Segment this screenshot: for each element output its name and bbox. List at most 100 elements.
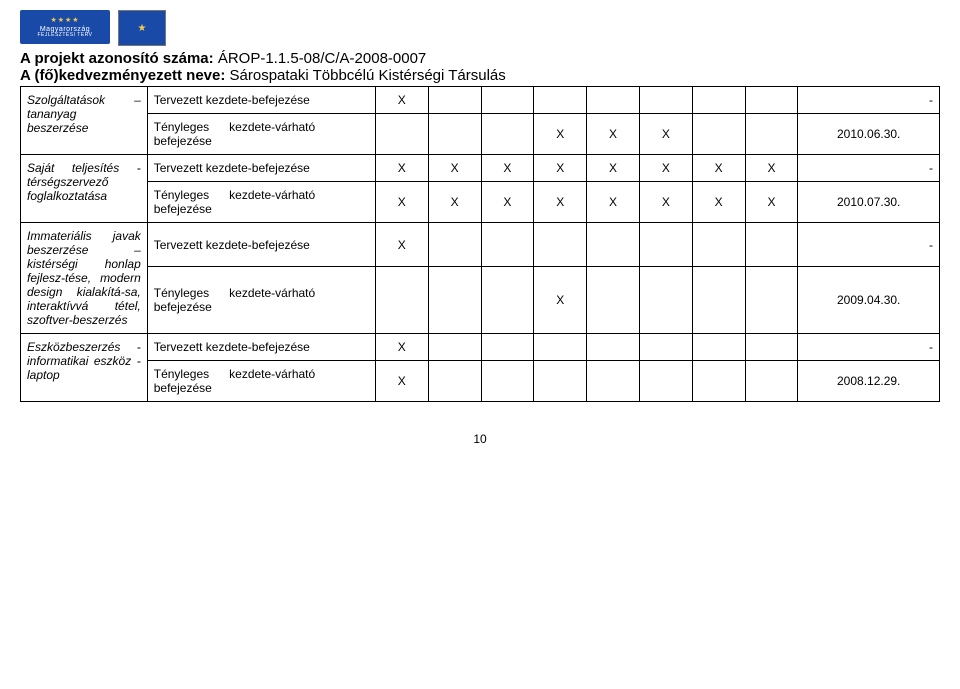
tick-cell xyxy=(745,223,798,267)
actual-label: Tényleges kezdete-várható befejezése xyxy=(147,361,375,402)
tick-cell: X xyxy=(534,155,587,182)
tick-cell xyxy=(692,223,745,267)
actual-mid: kezdete-várható xyxy=(229,188,315,202)
table-row: Tényleges kezdete-várható befejezése X X… xyxy=(21,182,940,223)
title-line-1-label: A projekt azonosító száma: xyxy=(20,50,214,67)
tick-cell xyxy=(587,223,640,267)
actual-mid: kezdete-várható xyxy=(229,120,315,134)
date-cell: 2008.12.29. xyxy=(798,361,940,402)
tick-cell xyxy=(745,361,798,402)
planned-label: Tervezett kezdete-befejezése xyxy=(147,155,375,182)
date-cell: 2010.07.30. xyxy=(798,182,940,223)
date-cell: - xyxy=(798,155,940,182)
actual-prefix: Tényleges xyxy=(154,120,209,134)
tick-cell: X xyxy=(375,334,428,361)
tick-cell: X xyxy=(375,87,428,114)
title-line-2-label: A (fő)kedvezményezett neve: xyxy=(20,67,225,84)
title-block: A projekt azonosító száma: ÁROP-1.1.5-08… xyxy=(20,50,940,84)
activity-cell: Eszközbeszerzés - informatikai eszköz - … xyxy=(21,334,148,402)
tick-cell xyxy=(481,334,534,361)
tick-cell xyxy=(428,361,481,402)
actual-prefix: Tényleges xyxy=(154,188,209,202)
tick-cell xyxy=(745,267,798,334)
actual-suffix: befejezése xyxy=(154,134,212,148)
tick-cell xyxy=(534,334,587,361)
tick-cell: X xyxy=(481,182,534,223)
tick-cell xyxy=(587,87,640,114)
table-row: Eszközbeszerzés - informatikai eszköz - … xyxy=(21,334,940,361)
tick-cell xyxy=(692,114,745,155)
tick-cell: X xyxy=(587,114,640,155)
activity-cell: Saját teljesítés - térségszervező foglal… xyxy=(21,155,148,223)
table-row: Saját teljesítés - térségszervező foglal… xyxy=(21,155,940,182)
table-row: Szolgáltatások – tananyag beszerzése Ter… xyxy=(21,87,940,114)
actual-label: Tényleges kezdete-várható befejezése xyxy=(147,267,375,334)
tick-cell xyxy=(428,267,481,334)
tick-cell: X xyxy=(534,114,587,155)
tick-cell xyxy=(639,87,692,114)
logo-stars-icon: ★★★★ xyxy=(50,17,79,24)
table-row: Tényleges kezdete-várható befejezése X X… xyxy=(21,114,940,155)
actual-prefix: Tényleges xyxy=(154,367,209,381)
planned-label: Tervezett kezdete-befejezése xyxy=(147,334,375,361)
actual-label: Tényleges kezdete-várható befejezése xyxy=(147,182,375,223)
tick-cell xyxy=(534,223,587,267)
tick-cell: X xyxy=(428,155,481,182)
actual-mid: kezdete-várható xyxy=(229,286,315,300)
tick-cell xyxy=(692,267,745,334)
actual-mid: kezdete-várható xyxy=(229,367,315,381)
tick-cell xyxy=(587,267,640,334)
tick-cell: X xyxy=(639,114,692,155)
tick-cell xyxy=(692,361,745,402)
tick-cell: X xyxy=(375,223,428,267)
tick-cell: X xyxy=(428,182,481,223)
tick-cell: X xyxy=(745,182,798,223)
tick-cell: X xyxy=(587,155,640,182)
tick-cell xyxy=(587,361,640,402)
schedule-table: Szolgáltatások – tananyag beszerzése Ter… xyxy=(20,86,940,402)
program-logo: ★★★★ Magyarország FEJLESZTÉSI TERV xyxy=(20,10,110,44)
date-cell: - xyxy=(798,334,940,361)
tick-cell xyxy=(428,223,481,267)
tick-cell xyxy=(745,334,798,361)
tick-cell xyxy=(745,114,798,155)
tick-cell xyxy=(481,87,534,114)
actual-prefix: Tényleges xyxy=(154,286,209,300)
eu-stars-icon: ★ xyxy=(138,23,147,34)
tick-cell: X xyxy=(534,182,587,223)
table-row: Immateriális javak beszerzése – kistérsé… xyxy=(21,223,940,267)
tick-cell: X xyxy=(534,267,587,334)
tick-cell xyxy=(481,361,534,402)
tick-cell: X xyxy=(692,155,745,182)
tick-cell xyxy=(587,334,640,361)
activity-cell: Immateriális javak beszerzése – kistérsé… xyxy=(21,223,148,334)
tick-cell xyxy=(428,87,481,114)
title-line-2-value: Sárospataki Többcélú Kistérségi Társulás xyxy=(225,67,505,84)
actual-suffix: befejezése xyxy=(154,202,212,216)
tick-cell xyxy=(534,87,587,114)
tick-cell: X xyxy=(639,155,692,182)
title-line-2: A (fő)kedvezményezett neve: Sárospataki … xyxy=(20,67,940,84)
tick-cell xyxy=(692,334,745,361)
planned-label: Tervezett kezdete-befejezése xyxy=(147,87,375,114)
tick-cell xyxy=(428,114,481,155)
title-line-1: A projekt azonosító száma: ÁROP-1.1.5-08… xyxy=(20,50,940,67)
activity-cell: Szolgáltatások – tananyag beszerzése xyxy=(21,87,148,155)
tick-cell: X xyxy=(639,182,692,223)
title-line-1-value: ÁROP-1.1.5-08/C/A-2008-0007 xyxy=(214,50,427,67)
tick-cell: X xyxy=(587,182,640,223)
tick-cell xyxy=(692,87,745,114)
page-number: 10 xyxy=(20,432,940,446)
tick-cell xyxy=(639,334,692,361)
tick-cell xyxy=(534,361,587,402)
date-cell: 2010.06.30. xyxy=(798,114,940,155)
tick-cell: X xyxy=(692,182,745,223)
planned-label: Tervezett kezdete-befejezése xyxy=(147,223,375,267)
actual-suffix: befejezése xyxy=(154,300,212,314)
actual-suffix: befejezése xyxy=(154,381,212,395)
tick-cell xyxy=(745,87,798,114)
table-row: Tényleges kezdete-várható befejezése X 2… xyxy=(21,267,940,334)
actual-label: Tényleges kezdete-várható befejezése xyxy=(147,114,375,155)
tick-cell xyxy=(639,223,692,267)
tick-cell xyxy=(481,223,534,267)
